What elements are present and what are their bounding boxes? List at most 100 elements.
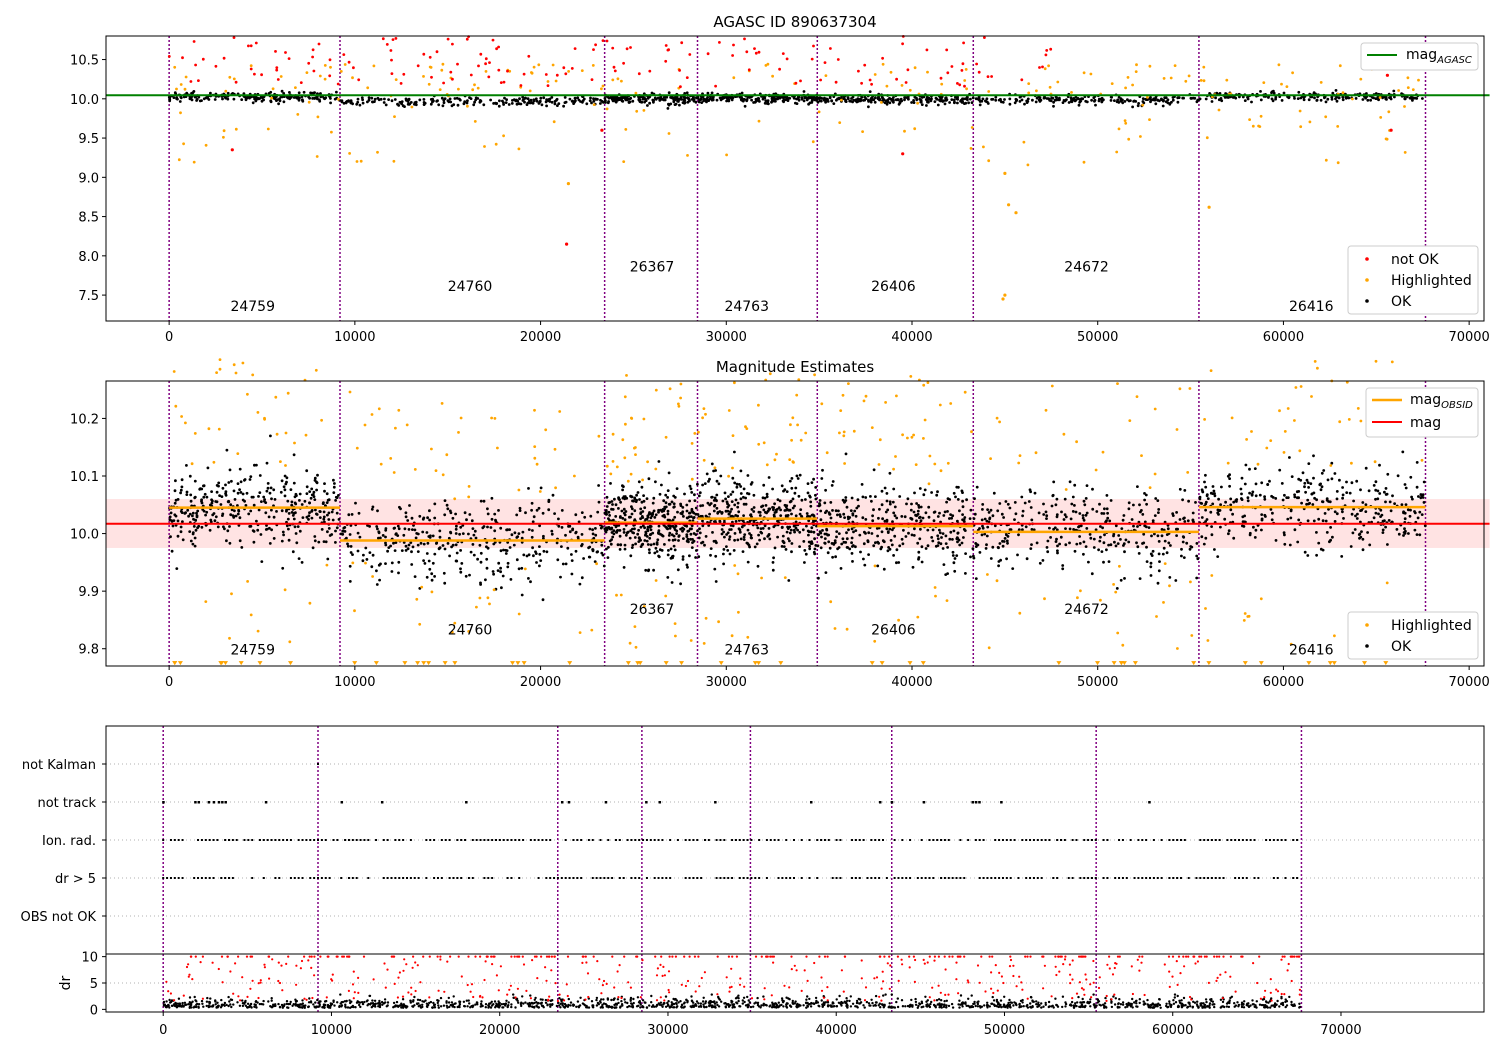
flag-mark — [231, 839, 234, 841]
not-ok-point — [1045, 49, 1049, 52]
flag-mark — [567, 801, 571, 804]
ok-point — [179, 525, 183, 529]
ok-point — [1300, 501, 1303, 505]
ok-point — [793, 530, 796, 534]
highlighted-point — [270, 96, 273, 100]
ok-point — [365, 558, 369, 561]
highlighted-point — [616, 77, 620, 81]
clipped-highlighted-marker — [869, 661, 875, 666]
highlighted-point — [538, 490, 542, 493]
ok-point — [340, 99, 344, 103]
ok-point — [1183, 516, 1186, 520]
ok-point — [560, 526, 564, 529]
ok-point — [313, 535, 317, 538]
ok-point — [1058, 542, 1061, 546]
ok-point — [746, 560, 750, 564]
ok-point — [1341, 493, 1345, 497]
ok-point — [1137, 102, 1140, 105]
ok-point — [945, 500, 948, 504]
ok-point — [433, 502, 437, 506]
ok-point — [1266, 483, 1270, 486]
ok-point — [1116, 542, 1120, 545]
highlighted-point — [964, 68, 968, 71]
highlighted-point — [308, 601, 312, 605]
highlighted-point — [1251, 124, 1255, 128]
ok-point — [1063, 497, 1067, 501]
not-ok-point — [435, 50, 439, 54]
ok-point — [1109, 543, 1113, 547]
highlighted-point — [1403, 151, 1407, 154]
ok-point — [944, 542, 948, 545]
magnitude-legend-bottom: Highlighted OK — [1347, 611, 1479, 660]
not-ok-point — [745, 50, 749, 54]
ok-point — [850, 552, 854, 555]
ok-point — [952, 98, 956, 102]
flag-mark — [197, 839, 200, 841]
ok-point — [1090, 98, 1093, 102]
ok-point — [571, 527, 575, 531]
ok-point — [531, 546, 534, 550]
highlighted-point — [1162, 601, 1165, 604]
not-ok-point — [573, 47, 577, 50]
ok-point — [783, 509, 787, 512]
not-ok-point — [870, 82, 873, 86]
ok-point — [1283, 533, 1286, 537]
ok-point — [1064, 527, 1067, 530]
ok-point — [404, 511, 408, 515]
not-ok-point — [881, 56, 884, 60]
ok-point — [938, 531, 942, 535]
ok-point — [907, 531, 910, 535]
ok-point — [935, 97, 939, 101]
ok-point — [851, 544, 855, 547]
ok-point — [936, 490, 939, 494]
ok-point — [883, 486, 887, 490]
ok-point — [821, 529, 824, 532]
ok-point — [867, 100, 870, 103]
ok-point — [878, 507, 881, 511]
ok-point — [784, 548, 788, 551]
ok-point — [800, 498, 804, 502]
ok-point — [623, 497, 627, 501]
ok-point — [308, 490, 312, 493]
not-ok-point — [757, 50, 761, 54]
ok-point — [1381, 531, 1385, 534]
ok-point — [985, 97, 989, 101]
highlighted-point — [1043, 67, 1047, 71]
ok-point — [1200, 502, 1204, 505]
ok-point — [740, 525, 744, 529]
ok-point — [308, 96, 311, 100]
ok-point — [307, 514, 311, 518]
ok-point — [396, 524, 400, 528]
ok-point — [1311, 503, 1315, 506]
ok-point — [1243, 99, 1247, 102]
ok-point — [334, 541, 337, 544]
ok-point — [1312, 476, 1315, 480]
ok-point — [640, 500, 644, 504]
highlighted-point — [410, 105, 414, 109]
ok-point — [917, 550, 921, 554]
ok-point — [1156, 534, 1160, 538]
ok-point — [1064, 543, 1068, 547]
ok-point — [866, 540, 870, 544]
highlighted-point — [1101, 450, 1105, 454]
highlighted-point — [1173, 64, 1177, 67]
highlighted-point — [1123, 119, 1127, 122]
ok-point — [785, 490, 789, 493]
ok-point — [1092, 546, 1096, 549]
ok-point — [1229, 497, 1233, 501]
ok-point — [948, 537, 952, 541]
ok-point — [1212, 489, 1216, 493]
ok-point — [578, 582, 582, 586]
ok-point — [425, 575, 429, 579]
ok-point — [814, 493, 817, 497]
ok-point — [639, 507, 643, 511]
ok-point — [1132, 524, 1135, 528]
ok-point — [563, 101, 567, 104]
highlighted-point — [1329, 464, 1333, 467]
ok-point — [1153, 514, 1157, 517]
ok-point — [1098, 502, 1101, 506]
ok-point — [1136, 545, 1140, 549]
ok-point — [630, 546, 634, 549]
highlighted-point — [949, 402, 953, 405]
ok-point — [591, 532, 595, 536]
